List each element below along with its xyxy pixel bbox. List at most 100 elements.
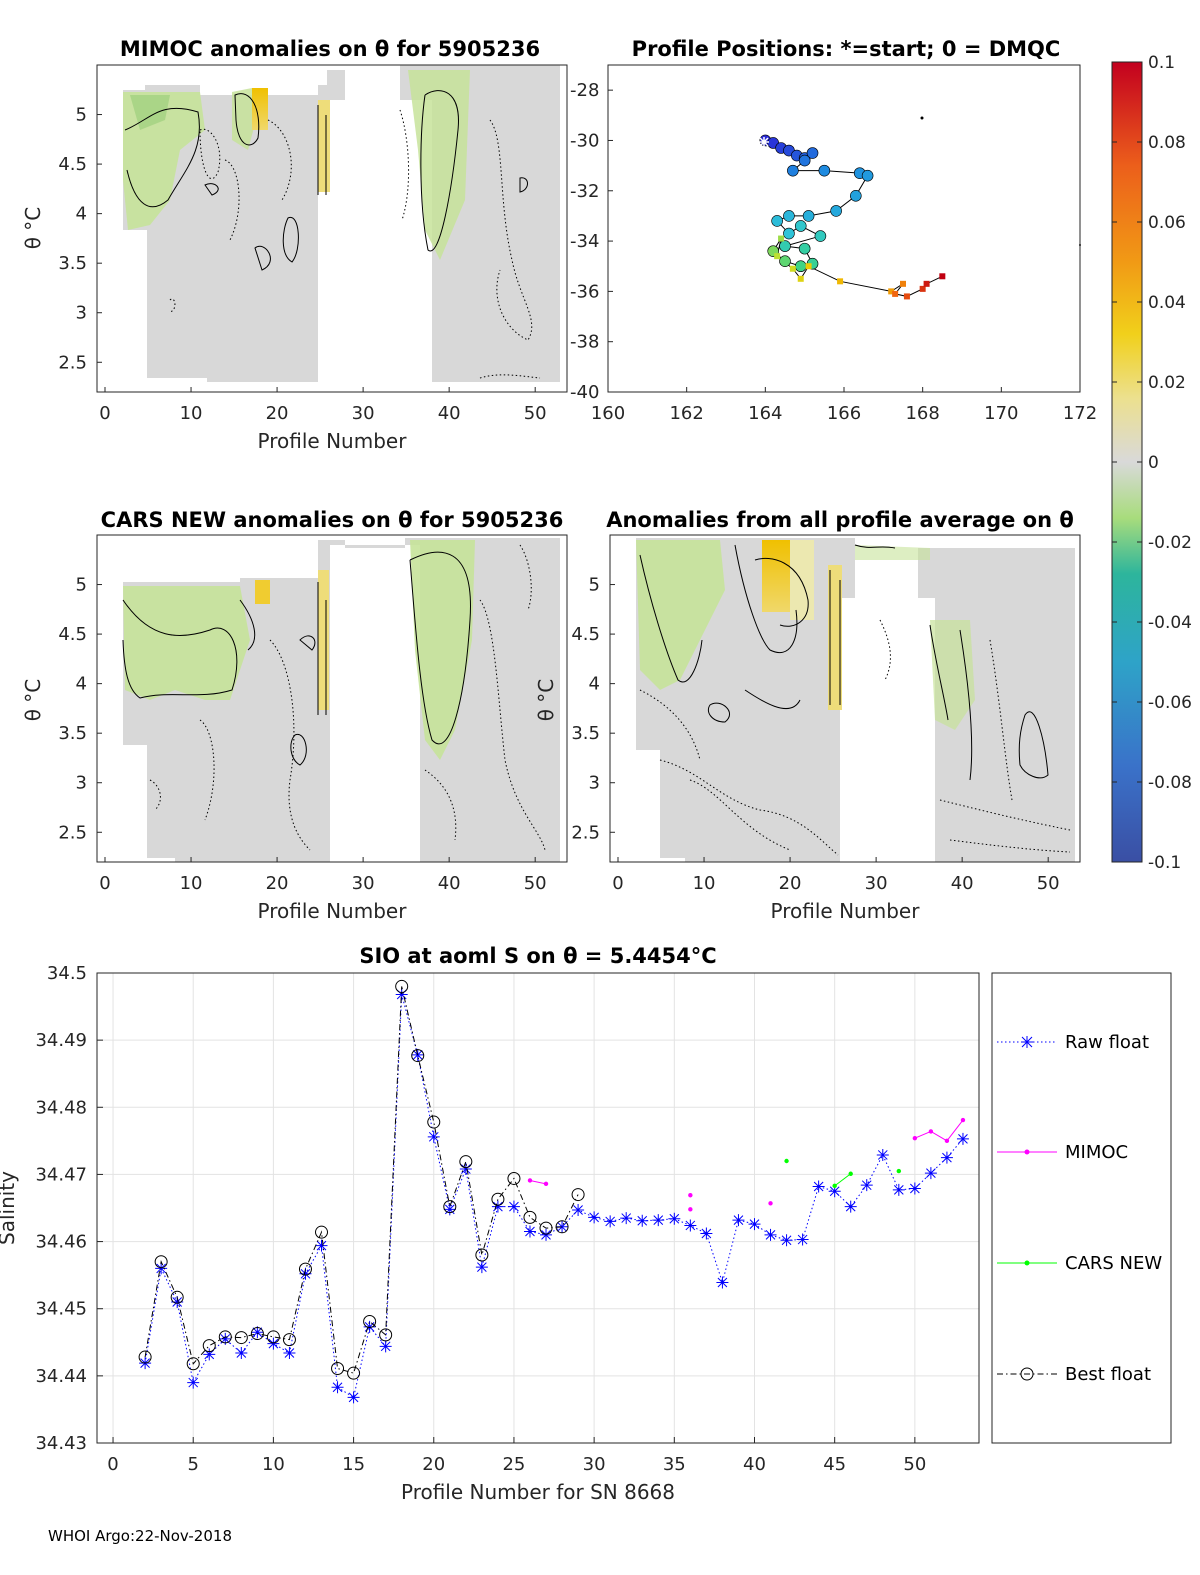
legend-label: Raw float xyxy=(1065,1032,1149,1053)
chart-title: Profile Positions: *=start; 0 = DMQC xyxy=(632,37,1061,61)
y-axis-ticks: 2.5 3 3.5 4 4.5 5 xyxy=(58,105,102,373)
dmqc-profile-point xyxy=(787,164,799,177)
profile-point xyxy=(900,280,906,287)
data-point xyxy=(892,1183,905,1196)
y-tick-label: 34.44 xyxy=(35,1366,87,1387)
data-point xyxy=(908,1182,921,1195)
y-axis-ticks: 34.5 34.49 34.48 34.47 34.46 34.45 34.44 34.43 xyxy=(35,963,103,1454)
x-tick-label: 10 xyxy=(180,873,203,894)
data-point xyxy=(700,1227,713,1240)
dmqc-profile-point xyxy=(771,215,783,227)
data-point xyxy=(491,1192,505,1206)
x-tick-label: 164 xyxy=(748,403,782,424)
legend-entry-mimoc: MIMOC xyxy=(997,1142,1128,1163)
positive-anomaly-region xyxy=(255,580,270,604)
data-point xyxy=(331,1361,345,1375)
y-tick-label: 4 xyxy=(589,674,600,695)
data-point xyxy=(459,1163,472,1176)
y-tick-label: -40 xyxy=(570,382,599,403)
data-point xyxy=(764,1228,777,1241)
y-tick-label: 3 xyxy=(76,773,87,794)
data-point xyxy=(796,1233,809,1246)
data-point xyxy=(684,1219,697,1232)
negative-anomaly-region xyxy=(232,88,256,150)
y-tick-label: -36 xyxy=(570,281,599,302)
y-tick-label: -34 xyxy=(570,231,599,252)
data-point xyxy=(912,1135,918,1141)
x-tick-label: 40 xyxy=(743,1454,766,1475)
colorbar-tick-label: 0.04 xyxy=(1148,293,1186,313)
negative-anomaly-region xyxy=(408,70,470,260)
data-point xyxy=(282,1333,296,1347)
data-point xyxy=(187,1376,200,1389)
data-point xyxy=(876,1148,889,1161)
y-axis-label: Salinity xyxy=(0,1171,19,1245)
colorbar-tick-label: -0.1 xyxy=(1148,853,1181,873)
dmqc-profile-point xyxy=(783,210,795,222)
anomaly-field xyxy=(636,538,1075,862)
data-point xyxy=(636,1214,649,1227)
data-point xyxy=(395,979,409,993)
legend-entry-best-float: Best float xyxy=(997,1364,1151,1385)
x-tick-label: 50 xyxy=(1037,873,1060,894)
y-tick-label: 4 xyxy=(76,674,87,695)
x-tick-label: 0 xyxy=(99,873,110,894)
data-point xyxy=(171,1296,184,1308)
dotted-contours xyxy=(639,619,1071,856)
colorbar-tick-label: 0.06 xyxy=(1148,213,1186,233)
chart-title: CARS NEW anomalies on θ for 5905236 xyxy=(101,508,564,532)
y-axis-ticks: 2.5 3 3.5 4 4.5 5 xyxy=(571,575,615,843)
data-point xyxy=(507,1200,520,1213)
data-point xyxy=(944,1138,950,1144)
data-point xyxy=(250,1327,264,1341)
data-point xyxy=(170,1290,184,1304)
x-tick-label: 0 xyxy=(107,1454,118,1475)
y-axis-label: θ °C xyxy=(21,679,45,722)
x-tick-label: 40 xyxy=(438,873,461,894)
x-axis-ticks: 0 10 20 30 40 50 xyxy=(99,857,547,894)
x-tick-label: 5 xyxy=(187,1454,198,1475)
profile-point xyxy=(923,280,930,287)
data-point xyxy=(812,1180,825,1193)
y-tick-label: 5 xyxy=(76,575,87,596)
dmqc-profile-point xyxy=(783,227,795,240)
data-point xyxy=(652,1214,665,1227)
y-tick-label: -38 xyxy=(570,332,599,353)
data-point xyxy=(459,1155,473,1169)
dmqc-profile-point xyxy=(861,169,874,182)
x-tick-label: 160 xyxy=(591,403,625,424)
y-tick-label: 3 xyxy=(76,303,87,324)
profile-positions-panel: 160 162 164 166 168 170 172 -28 -30 -32 -34 -36 -38… xyxy=(570,37,1097,424)
x-axis-ticks: 0 10 20 30 40 50 xyxy=(99,387,547,424)
data-point xyxy=(732,1214,745,1227)
dmqc-profile-point xyxy=(802,210,815,222)
x-tick-label: 45 xyxy=(823,1454,846,1475)
y-tick-label: 4.5 xyxy=(571,624,600,645)
data-point xyxy=(828,1185,841,1198)
legend-label: Best float xyxy=(1065,1364,1151,1385)
dmqc-profile-point xyxy=(806,147,819,159)
x-tick-label: 0 xyxy=(612,873,623,894)
contour-lines xyxy=(122,551,471,766)
data-point xyxy=(347,1366,361,1380)
y-tick-label: 2.5 xyxy=(571,822,600,843)
data-point xyxy=(507,1171,521,1185)
axes-box xyxy=(96,972,980,1444)
y-tick-label: 2.5 xyxy=(58,352,87,373)
data-point xyxy=(219,1332,232,1345)
positive-anomaly-region xyxy=(790,540,814,620)
x-tick-label: 166 xyxy=(827,403,861,424)
data-point xyxy=(848,1171,853,1176)
data-point xyxy=(427,1130,440,1143)
positive-anomaly-region xyxy=(252,88,268,130)
data-point xyxy=(928,1129,934,1134)
series-best-float xyxy=(138,979,585,1380)
colorbar: 0.1 0.08 0.06 0.04 0.02 0 -0.02 -0.04 -0.06 -0.08… xyxy=(1111,53,1192,873)
series-mimoc xyxy=(527,1117,966,1212)
data-point xyxy=(186,1357,200,1371)
y-tick-label: 3.5 xyxy=(58,723,87,744)
data-point xyxy=(588,1211,601,1224)
data-point xyxy=(768,1201,773,1206)
colorbar-tick-label: 0.1 xyxy=(1148,53,1175,73)
